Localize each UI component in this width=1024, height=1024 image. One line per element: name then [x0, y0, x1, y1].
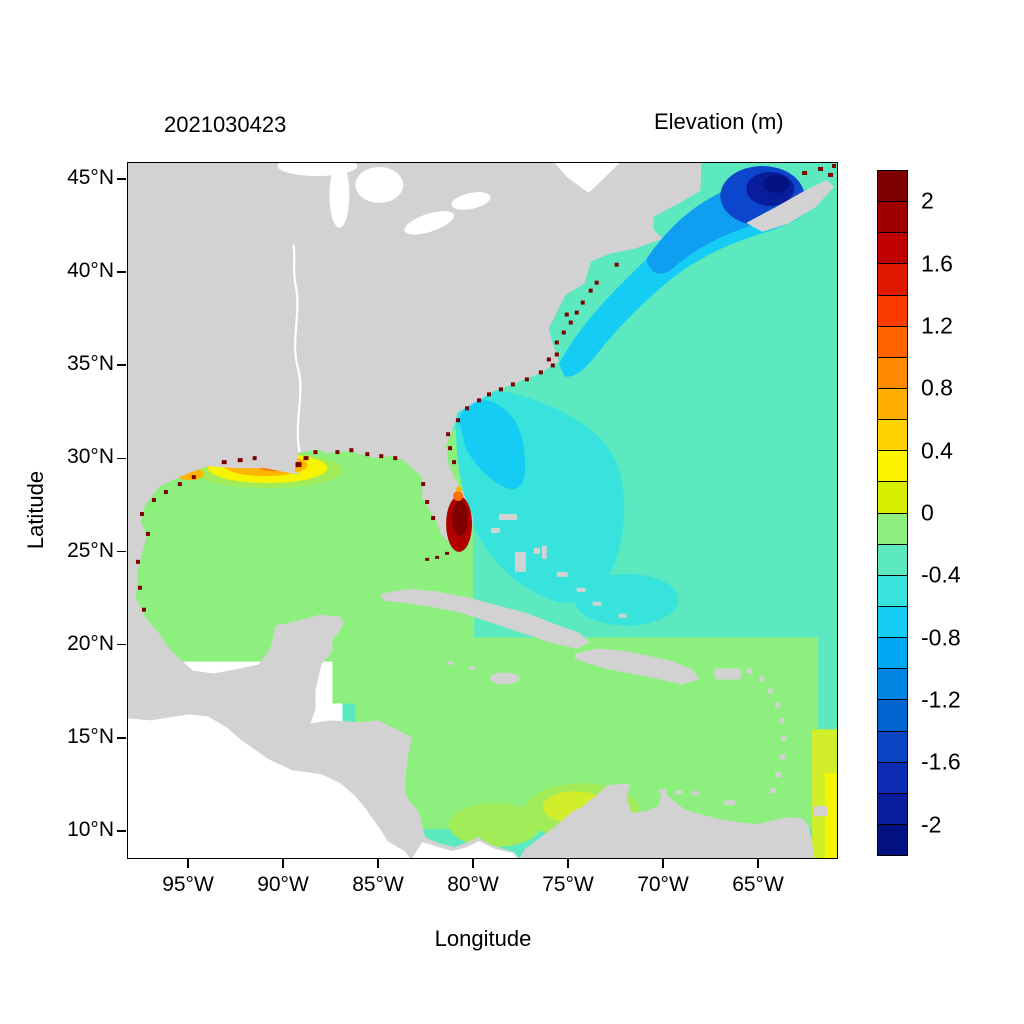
y-tick-mark — [117, 271, 126, 273]
pacific-no-data — [128, 714, 411, 858]
colorbar-segment — [878, 482, 907, 513]
colorbar-segment — [878, 731, 907, 762]
y-axis-title: Latitude — [23, 470, 48, 550]
land-north-central-america — [128, 163, 702, 858]
land-cuba — [380, 588, 590, 649]
y-tick-label: 45°N — [67, 166, 114, 189]
colorbar-segment — [878, 357, 907, 388]
x-tick-label: 75°W — [542, 873, 594, 896]
x-tick-label: 90°W — [257, 873, 309, 896]
y-tick-mark — [117, 550, 126, 553]
colorbar-tick-label: -0.8 — [921, 624, 961, 651]
lime-panama-coast — [449, 803, 541, 848]
y-tick-label: 35°N — [67, 352, 114, 376]
x-tick-mark — [282, 859, 284, 868]
y-tick-label: 25°N — [67, 538, 114, 562]
colorbar-tick-label: -1.6 — [921, 748, 961, 775]
land-jamaica — [489, 672, 520, 685]
great-lakes — [277, 163, 491, 235]
plot-date-label: 2021030423 — [164, 112, 287, 137]
colorbar-segment — [878, 420, 907, 451]
y-tick-mark — [117, 736, 126, 739]
colorbar-tick-label: 1.6 — [921, 250, 953, 277]
x-tick-mark — [662, 859, 664, 868]
colorbar-segment — [878, 762, 907, 793]
land-bahamas — [490, 513, 627, 618]
land-nova-scotia — [746, 179, 835, 232]
land-hispaniola — [574, 648, 700, 685]
amber-south-florida-fringe — [456, 486, 463, 493]
dark-red-south-florida-core — [452, 500, 469, 536]
y-tick-mark — [117, 457, 126, 460]
x-tick-mark — [757, 859, 759, 868]
colorbar-segment — [878, 233, 907, 264]
colorbar-tick-label: -0.4 — [921, 561, 961, 588]
x-tick-label: 95°W — [162, 873, 214, 896]
colorbar-tick-label: 1.2 — [921, 312, 953, 339]
gulf-of-panama-no-data — [412, 841, 517, 858]
y-tick-label: 20°N — [67, 631, 114, 655]
x-tick-label: 85°W — [352, 873, 404, 896]
colorbar-segment — [878, 700, 907, 731]
blue-florida-georgia-coast — [459, 399, 526, 490]
y-tick-mark — [117, 178, 126, 180]
colorbar-tick-label: 2 — [921, 187, 934, 214]
colorbar-segment — [878, 638, 907, 669]
x-tick-mark — [377, 859, 379, 868]
colorbar-segment — [878, 388, 907, 420]
elevation-map — [128, 163, 837, 858]
colorbar-segment — [878, 202, 907, 233]
colorbar-tick-label: -1.2 — [921, 686, 961, 713]
mississippi-river — [292, 244, 302, 453]
colorbar-segment — [878, 171, 907, 202]
orange-south-florida-fringe — [453, 491, 464, 502]
colorbar-segment — [878, 575, 907, 606]
y-tick-label: 10°N — [67, 817, 114, 841]
yellow-se-corner — [825, 773, 837, 858]
y-tick-mark — [117, 364, 126, 367]
coastal-high-elevation-specks — [135, 163, 837, 612]
colorbar-segment — [878, 793, 907, 824]
x-tick-label: 65°W — [732, 873, 784, 896]
colorbar-segment — [878, 295, 907, 326]
colorbar — [877, 170, 908, 856]
land-south-america — [519, 783, 815, 858]
map-plot-area — [127, 162, 838, 859]
colorbar-tick-label: 0.8 — [921, 374, 953, 401]
st-lawrence-gulf — [554, 163, 620, 193]
x-tick-mark — [472, 859, 474, 868]
colorbar-segment — [878, 326, 907, 357]
x-tick-label: 80°W — [447, 873, 499, 896]
colorbar-tick-label: -2 — [921, 811, 942, 838]
land-antilles-chain — [447, 661, 828, 817]
colorbar-segment — [878, 606, 907, 638]
colorbar-segment — [878, 264, 907, 295]
colorbar-segment — [878, 513, 907, 544]
y-tick-mark — [117, 830, 126, 832]
colorbar-segment — [878, 669, 907, 700]
x-tick-label: 70°W — [637, 873, 689, 896]
colorbar-tick-label: 0.4 — [921, 437, 953, 464]
cyan-patch-se-bahamas — [574, 573, 679, 626]
colorbar-segment — [878, 824, 907, 856]
y-tick-mark — [117, 643, 126, 646]
colorbar-segment — [878, 451, 907, 482]
colorbar-segment — [878, 544, 907, 575]
x-tick-mark — [187, 859, 189, 868]
colorbar-tick-label: 0 — [921, 499, 934, 526]
land-puerto-rico — [714, 668, 742, 680]
y-tick-label: 40°N — [67, 259, 114, 283]
y-tick-label: 15°N — [67, 724, 114, 748]
x-axis-title: Longitude — [434, 926, 532, 951]
navy-bay-of-fundy-core — [763, 174, 790, 193]
x-tick-mark — [567, 859, 569, 868]
shelf-cyan-mid-atlantic — [558, 183, 819, 377]
plot-title: Elevation (m) — [654, 109, 784, 134]
y-tick-label: 30°N — [67, 445, 114, 469]
